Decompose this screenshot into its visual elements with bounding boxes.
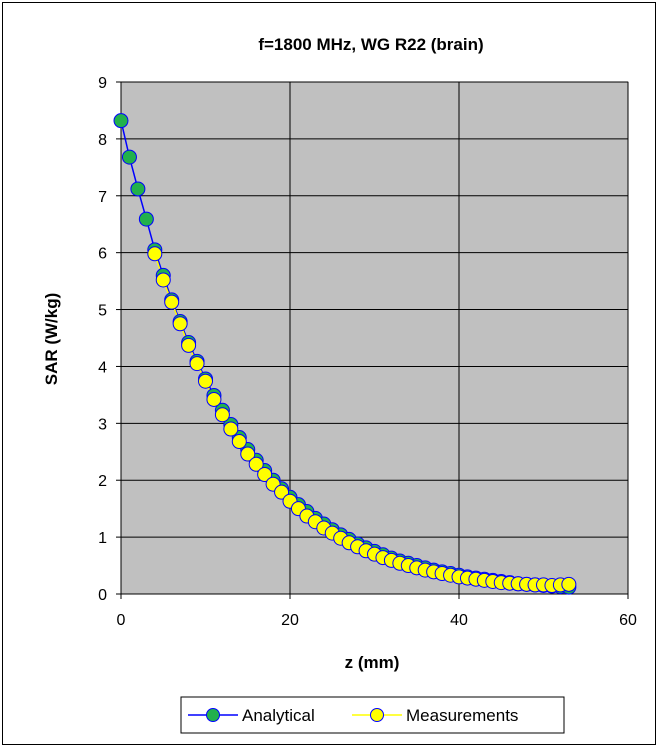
- y-tick-label: 4: [98, 359, 107, 376]
- y-tick-label: 8: [98, 132, 107, 149]
- legend-analytical-marker: [206, 708, 220, 722]
- analytical-point: [138, 211, 154, 227]
- plot-area: [120, 81, 629, 595]
- x-tick-label: 60: [619, 612, 637, 629]
- y-tick-label: 3: [98, 416, 107, 433]
- measurement-point: [257, 467, 273, 483]
- chart-marks: [113, 113, 577, 595]
- analytical-point: [130, 181, 146, 197]
- plot-background: [120, 81, 629, 595]
- y-tick-label: 2: [98, 473, 107, 490]
- x-tick-label: 40: [450, 612, 468, 629]
- measurement-point: [248, 456, 264, 472]
- measurement-point: [155, 272, 171, 288]
- analytical-point: [121, 149, 137, 165]
- measurement-point: [223, 421, 239, 437]
- x-tick-label: 0: [117, 612, 126, 629]
- measurement-point: [189, 356, 205, 372]
- measurement-point: [147, 246, 163, 262]
- legend-measurements-label: Measurements: [406, 706, 518, 725]
- y-tick-label: 7: [98, 189, 107, 206]
- y-tick-label: 1: [98, 530, 107, 547]
- y-tick-label: 5: [98, 303, 107, 320]
- measurement-point: [240, 446, 256, 462]
- measurement-point: [214, 407, 230, 423]
- y-axis-label: SAR (W/kg): [42, 293, 61, 386]
- y-tick-label: 0: [98, 587, 107, 604]
- measurement-point: [561, 576, 577, 592]
- y-tick-label: 6: [98, 246, 107, 263]
- measurement-point: [164, 294, 180, 310]
- y-tick-label: 9: [98, 75, 107, 92]
- x-tick-label: 20: [281, 612, 299, 629]
- measurement-point: [206, 391, 222, 407]
- analytical-point: [113, 113, 129, 129]
- measurement-point: [172, 316, 188, 332]
- legend-analytical-label: Analytical: [242, 706, 315, 725]
- measurement-point: [198, 373, 213, 389]
- measurement-point: [181, 337, 197, 353]
- legend: Analytical Measurements: [180, 696, 565, 734]
- chart-title: f=1800 MHz, WG R22 (brain): [258, 35, 483, 54]
- x-axis-label: z (mm): [345, 653, 400, 672]
- measurement-point: [231, 434, 247, 450]
- tick-labels: 0 1 2 3 4 5 6 7 8 9 0 20 40 60: [98, 75, 637, 629]
- legend-measurements-marker: [370, 708, 384, 722]
